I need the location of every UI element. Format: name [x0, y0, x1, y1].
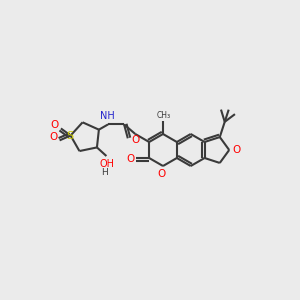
Text: OH: OH: [100, 159, 115, 169]
Text: O: O: [51, 120, 59, 130]
Text: H: H: [101, 167, 108, 176]
Text: O: O: [232, 145, 240, 155]
Text: S: S: [66, 130, 73, 140]
Text: O: O: [50, 132, 58, 142]
Text: CH₃: CH₃: [157, 111, 171, 120]
Text: O: O: [132, 135, 140, 145]
Text: O: O: [158, 169, 166, 179]
Text: O: O: [126, 154, 135, 164]
Text: NH: NH: [100, 111, 115, 122]
